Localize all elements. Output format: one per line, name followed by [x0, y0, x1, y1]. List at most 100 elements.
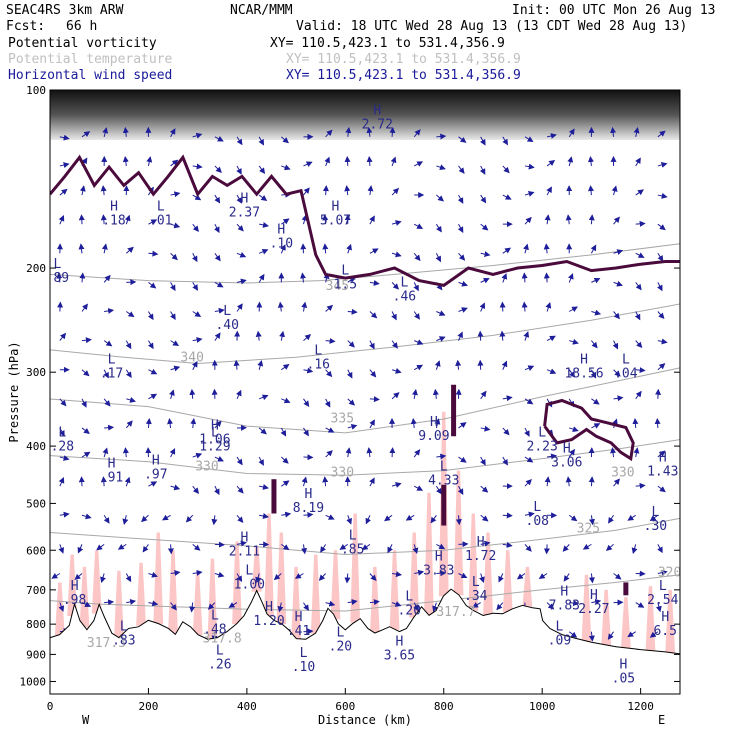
wind-arrow — [259, 513, 269, 519]
wind-arrow — [58, 476, 65, 487]
extremum-type: H — [332, 200, 340, 215]
wind-arrow — [562, 544, 570, 552]
wind-arrow — [192, 485, 200, 494]
extremum-type: H — [108, 457, 116, 472]
wind-arrow — [148, 281, 157, 289]
extremum-low: L.89 — [50, 257, 69, 286]
wind-arrow — [391, 220, 402, 226]
wind-arrow — [591, 277, 601, 284]
wind-arrow — [100, 573, 106, 584]
wind-arrow — [346, 369, 353, 379]
extremum-type: L — [405, 590, 413, 605]
wind-arrow — [325, 337, 336, 344]
wind-arrow — [480, 194, 487, 204]
wind-arrow — [325, 129, 333, 138]
theta-label: 325 — [577, 522, 600, 537]
shading-spike — [601, 589, 612, 646]
wind-arrow — [631, 544, 638, 554]
extremum-low: L.30 — [644, 505, 667, 534]
wind-arrow — [162, 514, 171, 521]
wind-arrow — [436, 570, 447, 577]
shading-spike — [468, 513, 479, 611]
extremum-low: L2.54 — [647, 579, 678, 608]
extremum-value: 5.07 — [320, 214, 351, 229]
shading-spike — [620, 597, 631, 649]
wind-arrow — [521, 272, 528, 283]
wind-arrow — [546, 368, 557, 375]
extremum-value: .40 — [215, 318, 238, 333]
wind-arrow — [657, 544, 663, 554]
stratosphere-shading — [50, 90, 680, 140]
extremum-high: H.98 — [63, 579, 86, 608]
wind-arrow — [51, 573, 61, 579]
shading-spike — [424, 492, 434, 616]
wind-arrow — [480, 277, 490, 284]
wind-arrow — [192, 452, 203, 459]
field-name-wind: Horizontal wind speed — [8, 68, 172, 83]
wind-arrow — [81, 369, 90, 377]
wind-arrow — [214, 456, 224, 462]
x-axis-label: Distance (km) — [318, 713, 412, 727]
wind-arrow — [634, 311, 641, 321]
wind-arrow — [405, 514, 415, 521]
wind-arrow — [258, 165, 266, 175]
wind-arrow — [588, 476, 595, 487]
wind-arrow — [281, 480, 290, 487]
wind-arrow — [100, 476, 107, 487]
wind-arrow — [347, 423, 358, 430]
extremum-low: L1.00 — [234, 564, 265, 593]
org-label: NCAR/MMM — [230, 3, 293, 18]
extremum-value: .91 — [100, 471, 123, 486]
wind-arrow — [547, 133, 557, 139]
theta-labels: 340 335 330 330 330 325 320 345 317.3 317.8 317.7 — [87, 279, 681, 651]
wind-arrow — [59, 455, 70, 461]
shading-spike — [483, 532, 493, 615]
wind-arrow — [588, 214, 595, 225]
extremum-value: 1.72 — [465, 549, 496, 564]
wind-arrow — [499, 330, 506, 341]
extremum-value: 1.06 — [199, 433, 230, 448]
theta-label: 320 — [658, 566, 681, 581]
extremum-low: L.09 — [548, 619, 571, 648]
wind-arrow — [521, 301, 528, 312]
plot-frame — [49, 89, 681, 695]
wind-arrow — [236, 514, 244, 523]
wind-arrow — [613, 369, 621, 377]
wind-arrow — [257, 360, 264, 370]
wind-arrow — [480, 425, 491, 432]
wind-arrow — [369, 215, 375, 225]
wind-arrow — [192, 132, 203, 139]
wind-arrow — [259, 221, 269, 228]
shading-spike — [409, 532, 420, 618]
wind-arrow — [301, 476, 308, 487]
wind-arrow — [627, 631, 636, 638]
theta-label: 340 — [180, 351, 203, 366]
wind-arrow — [588, 631, 595, 642]
wind-arrow — [436, 133, 447, 140]
extremum-low: L.28 — [51, 425, 74, 454]
wind-arrow — [346, 515, 352, 525]
y-tick-label: 200 — [26, 262, 46, 275]
wind-arrow — [170, 569, 181, 576]
wind-arrow — [434, 418, 441, 429]
extremum-low: L.04 — [614, 352, 638, 381]
wind-arrow — [170, 311, 176, 321]
shading-spike — [67, 554, 78, 616]
extremum-value: 4.33 — [428, 474, 459, 489]
extremum-value: 1.00 — [234, 578, 265, 593]
extremum-type: L — [659, 579, 667, 594]
wind-arrow — [214, 281, 224, 288]
wind-arrow — [455, 515, 462, 526]
wind-arrow — [480, 456, 486, 466]
wind-arrow — [569, 600, 580, 607]
wind-arrow — [169, 282, 176, 292]
extremum-value: 2.27 — [578, 602, 609, 617]
wind-arrow — [568, 369, 576, 378]
wind-arrow — [649, 631, 659, 638]
wind-arrow — [148, 219, 158, 225]
wind-arrow — [236, 278, 247, 285]
wind-arrow — [147, 311, 154, 321]
wind-arrow — [591, 598, 602, 605]
theta-contours — [50, 243, 680, 612]
